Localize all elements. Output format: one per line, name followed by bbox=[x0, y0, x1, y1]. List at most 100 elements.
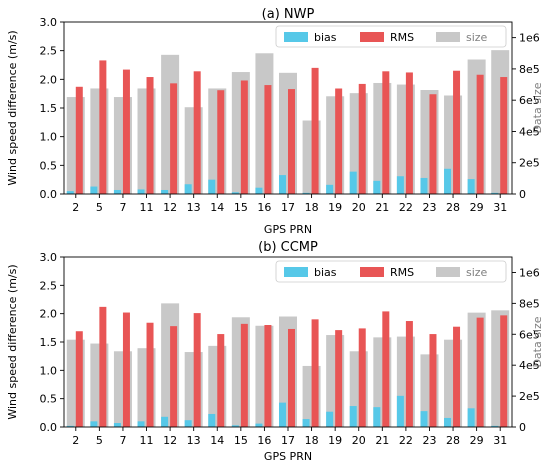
rms-bar bbox=[240, 80, 248, 194]
x-tick-label: 13 bbox=[187, 201, 201, 214]
bias-bar bbox=[491, 192, 499, 194]
rms-bar bbox=[146, 77, 154, 194]
rms-bar bbox=[193, 313, 201, 427]
x-tick-label: 11 bbox=[140, 201, 154, 214]
bias-bar bbox=[467, 408, 475, 427]
legend-swatch-rms bbox=[360, 267, 384, 277]
bias-bar bbox=[491, 425, 499, 427]
rms-bar bbox=[382, 71, 390, 194]
y-axis-label: Wind speed difference (m/s) bbox=[6, 30, 19, 185]
x-axis-label: GPS PRN bbox=[264, 223, 312, 236]
y-right-tick-label: 2e5 bbox=[519, 157, 540, 170]
rms-bar bbox=[264, 325, 272, 427]
rms-bar bbox=[122, 69, 130, 194]
rms-bar bbox=[99, 60, 107, 195]
rms-bar bbox=[311, 67, 319, 194]
bias-bar bbox=[326, 184, 334, 194]
rms-bar bbox=[288, 328, 295, 427]
x-tick-label: 13 bbox=[187, 434, 201, 447]
x-tick-label: 15 bbox=[234, 201, 248, 214]
rms-bar bbox=[476, 317, 484, 427]
rms-bar bbox=[429, 94, 437, 194]
legend-label-rms: RMS bbox=[390, 266, 414, 279]
bias-bar bbox=[66, 191, 74, 194]
x-tick-label: 23 bbox=[422, 434, 436, 447]
y-right-tick-label: 4e5 bbox=[519, 125, 540, 138]
y-right-tick-label: 0 bbox=[519, 421, 526, 434]
x-tick-label: 21 bbox=[375, 201, 389, 214]
y-tick-label: 0.0 bbox=[40, 188, 58, 201]
bias-bar bbox=[231, 192, 239, 194]
y-tick-label: 2.0 bbox=[40, 308, 58, 321]
x-tick-label: 5 bbox=[96, 434, 103, 447]
bias-bar bbox=[255, 187, 263, 194]
x-tick-label: 21 bbox=[375, 434, 389, 447]
bias-bar bbox=[90, 421, 98, 427]
x-tick-label: 7 bbox=[119, 201, 126, 214]
rms-bar bbox=[240, 323, 248, 427]
y-tick-label: 0.5 bbox=[40, 393, 58, 406]
y-tick-label: 1.5 bbox=[40, 336, 58, 349]
legend: bias RMS size bbox=[275, 25, 507, 48]
x-tick-label: 11 bbox=[140, 434, 154, 447]
rms-bar bbox=[193, 71, 201, 194]
y-tick-label: 3.0 bbox=[40, 251, 58, 264]
chart-title: (b) CCMP bbox=[258, 240, 318, 255]
y-tick-label: 0.0 bbox=[40, 421, 58, 434]
bias-bar bbox=[184, 184, 192, 194]
y-tick-label: 0.5 bbox=[40, 159, 58, 172]
x-tick-label: 2 bbox=[72, 434, 79, 447]
y-tick-label: 1.5 bbox=[40, 102, 58, 115]
x-tick-label: 19 bbox=[328, 201, 342, 214]
bias-bar bbox=[420, 177, 428, 194]
x-tick-label: 18 bbox=[305, 201, 319, 214]
y-tick-label: 2.5 bbox=[40, 45, 58, 58]
rms-bar bbox=[264, 85, 272, 194]
legend-label-bias: bias bbox=[314, 31, 337, 44]
chart-panel-2: 0.0 0.5 1.0 1.5 2.0 2.5 3.0 0 2e5 4e5 6e5 8e5 1e6 2 5 7… bbox=[6, 240, 544, 463]
x-tick-label: 7 bbox=[119, 434, 126, 447]
y-right-tick-label: 6e5 bbox=[519, 94, 540, 107]
x-tick-label: 12 bbox=[163, 201, 177, 214]
y-right-axis-label: Data size bbox=[531, 316, 544, 367]
x-tick-label: 12 bbox=[163, 434, 177, 447]
x-tick-label: 19 bbox=[328, 434, 342, 447]
legend-label-rms: RMS bbox=[390, 31, 414, 44]
x-tick-label: 23 bbox=[422, 201, 436, 214]
bias-bar bbox=[349, 171, 357, 194]
rms-bar bbox=[217, 334, 225, 427]
x-tick-label: 22 bbox=[399, 434, 413, 447]
rms-bar bbox=[500, 315, 508, 427]
x-tick-label: 14 bbox=[210, 434, 224, 447]
rms-bar bbox=[429, 334, 437, 427]
y-right-tick-label: 1e6 bbox=[519, 266, 540, 279]
chart-panel-1: 0.0 0.5 1.0 1.5 2.0 2.5 3.0 0 2e5 4e5 6e5 8e5 1e6 2 5 7… bbox=[6, 7, 544, 236]
y-right-tick-label: 8e5 bbox=[519, 63, 540, 76]
x-tick-label: 2 bbox=[72, 201, 79, 214]
y-right-tick-label: 2e5 bbox=[519, 390, 540, 403]
y-right-tick-label: 0 bbox=[519, 188, 526, 201]
x-tick-label: 17 bbox=[281, 434, 295, 447]
rms-bar bbox=[405, 321, 413, 427]
bias-bar bbox=[396, 176, 404, 194]
y-tick-label: 1.0 bbox=[40, 131, 58, 144]
bias-bar bbox=[208, 179, 216, 194]
x-axis-label: GPS PRN bbox=[264, 450, 312, 463]
rms-bar bbox=[335, 330, 343, 427]
rms-bar bbox=[146, 322, 154, 427]
rms-bar bbox=[75, 86, 83, 194]
rms-bar bbox=[335, 88, 343, 194]
y-right-tick-label: 6e5 bbox=[519, 328, 540, 341]
bias-bar bbox=[113, 423, 121, 427]
bias-bar bbox=[66, 425, 74, 427]
rms-bar bbox=[217, 90, 225, 194]
bias-bar bbox=[113, 189, 121, 194]
chart-title: (a) NWP bbox=[262, 7, 315, 22]
x-tick-label: 20 bbox=[352, 201, 366, 214]
rms-bar bbox=[75, 331, 83, 427]
bias-bar bbox=[137, 189, 145, 194]
legend-swatch-rms bbox=[360, 32, 384, 42]
bias-bar bbox=[444, 168, 452, 194]
bias-bar bbox=[302, 192, 310, 194]
